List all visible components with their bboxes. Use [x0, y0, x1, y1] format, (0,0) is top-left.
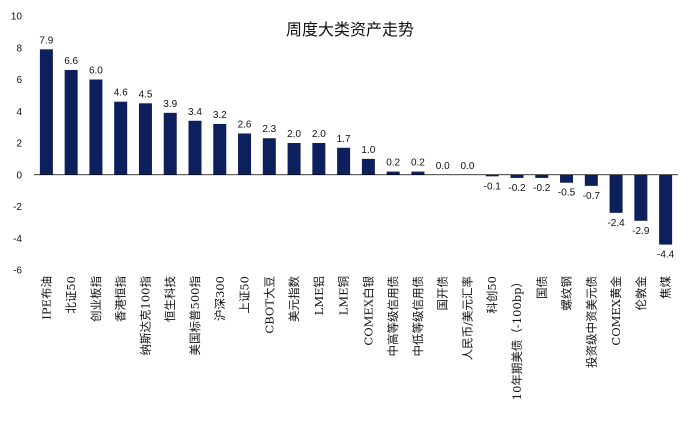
bar — [114, 101, 128, 175]
category-label: 上证50 — [238, 276, 252, 314]
category-label: 中高等级信用债 — [386, 276, 400, 357]
category-label: 焦煤 — [659, 276, 673, 299]
category-label: COMEX黄金 — [609, 276, 623, 346]
bar — [411, 171, 425, 175]
category-label: 投资级中资美元债 — [584, 276, 598, 368]
bar — [361, 158, 375, 175]
bar — [238, 133, 252, 175]
category-label: 螺纹钢 — [560, 276, 574, 311]
bar — [287, 143, 301, 175]
data-label: -4.4 — [657, 250, 675, 261]
bar — [510, 174, 524, 178]
data-label: 0.0 — [436, 161, 450, 172]
category-label: CBOT大豆 — [262, 276, 276, 334]
y-tick-label: -6 — [13, 266, 22, 277]
y-tick-label: 0 — [16, 170, 22, 181]
category-label: LME铜 — [337, 276, 351, 315]
category-label: 香港恒指 — [114, 276, 128, 322]
bar — [560, 174, 574, 183]
data-label: 0.2 — [411, 158, 425, 169]
chart-title: 周度大类资产走势 — [286, 20, 414, 39]
category-label: 美元指数 — [287, 276, 301, 322]
data-label: 1.7 — [337, 134, 351, 145]
y-tick-label: 2 — [16, 139, 22, 150]
data-label: -0.5 — [558, 188, 576, 199]
data-label: 1.0 — [361, 145, 375, 156]
bar — [659, 174, 673, 245]
data-label: -2.9 — [632, 226, 650, 237]
data-label: 2.6 — [238, 119, 252, 130]
category-label: 纳斯达克100指 — [138, 276, 152, 355]
bar — [188, 120, 202, 175]
bar — [64, 69, 78, 175]
data-label: 4.5 — [139, 89, 153, 100]
data-label: 2.0 — [312, 129, 326, 140]
data-label: 6.6 — [64, 56, 78, 67]
bar — [138, 103, 152, 175]
bar — [312, 143, 326, 175]
category-label: LME铝 — [312, 276, 326, 315]
y-tick-label: -2 — [13, 202, 22, 213]
category-label: 10年期美债（-100bp） — [510, 276, 524, 400]
bar — [262, 138, 276, 175]
data-label: 2.0 — [287, 129, 301, 140]
y-tick-label: 10 — [11, 12, 23, 23]
data-label: 3.4 — [188, 107, 202, 118]
category-labels: IPE布油 北证50 创业板指 香港恒指 纳斯达克100指 恒生科技 美国标普500指 沪深3… — [39, 276, 672, 401]
data-label: 6.0 — [89, 66, 103, 77]
category-label: 北证50 — [64, 276, 78, 314]
y-tick-label: 4 — [16, 107, 22, 118]
bar — [609, 174, 623, 213]
bar — [337, 147, 351, 175]
data-label: 0.0 — [461, 161, 475, 172]
data-label: 7.9 — [39, 35, 53, 46]
category-label: 恒生科技 — [163, 276, 177, 322]
bar — [39, 49, 53, 175]
data-label: -0.7 — [583, 191, 601, 202]
category-label: 沪深300 — [213, 276, 227, 321]
data-label: 3.2 — [213, 110, 227, 121]
category-label: 国债 — [535, 276, 549, 299]
bar — [485, 174, 499, 177]
bar — [213, 123, 227, 175]
category-label: 伦敦金 — [634, 276, 648, 311]
bar — [163, 112, 177, 175]
bar — [535, 174, 549, 178]
category-label: 美国标普500指 — [188, 276, 202, 355]
bar — [584, 174, 598, 186]
category-label: 创业板指 — [89, 276, 103, 322]
y-axis: 10 8 6 4 2 0 -2 -4 -6 — [11, 12, 23, 277]
category-label: 科创50 — [485, 276, 499, 314]
y-tick-label: 8 — [16, 43, 22, 54]
category-label: 中低等级信用债 — [411, 276, 425, 357]
data-label: -0.2 — [508, 183, 526, 194]
data-label: -0.2 — [533, 183, 551, 194]
data-label: 3.9 — [163, 99, 177, 110]
data-label: 0.2 — [386, 158, 400, 169]
bar — [386, 171, 400, 175]
category-label: 国开债 — [436, 276, 450, 311]
data-label: -2.4 — [607, 218, 625, 229]
data-label: -0.1 — [484, 181, 502, 192]
category-label: 人民币/美元汇率 — [460, 276, 474, 360]
y-tick-label: 6 — [16, 75, 22, 86]
category-label: COMEX白银 — [361, 276, 375, 346]
data-labels: 7.9 6.6 6.0 4.6 4.5 3.9 3.4 3.2 2.6 2.3 2.0 2.0 1.7 1… — [39, 35, 674, 260]
bar — [89, 79, 103, 175]
bars — [39, 49, 673, 245]
bar — [634, 174, 648, 221]
data-label: 4.6 — [114, 88, 128, 99]
data-label: 2.3 — [262, 124, 276, 135]
y-tick-label: -4 — [13, 234, 22, 245]
category-label: IPE布油 — [39, 276, 53, 320]
